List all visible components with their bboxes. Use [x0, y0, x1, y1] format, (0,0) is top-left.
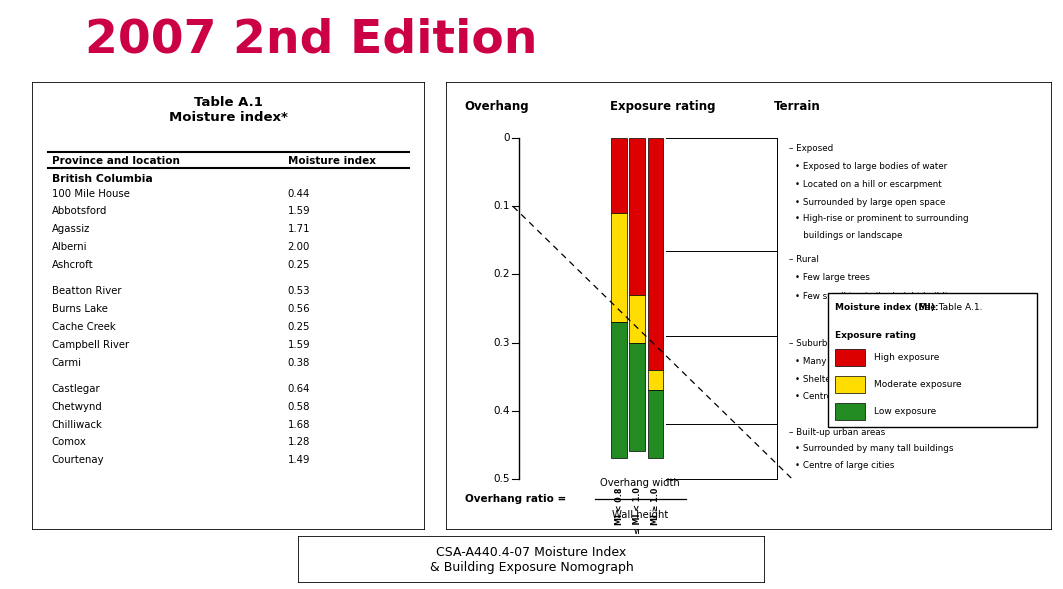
Bar	[647, 390, 663, 458]
Text: 1.59: 1.59	[288, 340, 310, 350]
Text: • Exposed to large bodies of water: • Exposed to large bodies of water	[795, 163, 947, 171]
Bar	[647, 138, 663, 370]
Text: Moderate exposure: Moderate exposure	[874, 380, 961, 389]
Text: MI ≥ 1.0: MI ≥ 1.0	[651, 488, 660, 525]
Text: Beatton River: Beatton River	[52, 286, 121, 296]
Text: • Centre of towns: • Centre of towns	[795, 392, 872, 402]
Text: MI < 0.8: MI < 0.8	[614, 488, 624, 525]
Text: buildings or landscape: buildings or landscape	[795, 231, 902, 240]
Text: 1.49: 1.49	[288, 455, 310, 465]
Text: 0.4: 0.4	[493, 406, 510, 416]
Text: Overhang width: Overhang width	[601, 478, 680, 488]
Text: • Few large trees: • Few large trees	[795, 273, 870, 282]
Text: 100 Mile House: 100 Mile House	[52, 188, 130, 198]
Text: Low exposure: Low exposure	[874, 407, 935, 416]
Text: 0: 0	[504, 134, 510, 143]
Bar	[647, 370, 663, 390]
Text: 1.71: 1.71	[288, 224, 310, 234]
Bar	[836, 349, 864, 366]
Text: Carmi: Carmi	[52, 358, 82, 368]
Text: CSA-A440.4-07 Moisture Index
& Building Exposure Nomograph: CSA-A440.4-07 Moisture Index & Building …	[429, 545, 634, 574]
Text: Moisture index (MI):: Moisture index (MI):	[836, 303, 939, 312]
Text: 2.00: 2.00	[288, 242, 310, 252]
Text: • Located on a hill or escarpment: • Located on a hill or escarpment	[795, 180, 942, 189]
Text: Courtenay: Courtenay	[52, 455, 104, 465]
Text: 0.38: 0.38	[288, 358, 310, 368]
Text: See Table A.1.: See Table A.1.	[916, 303, 982, 312]
Text: High exposure: High exposure	[874, 353, 939, 362]
Text: 0.44: 0.44	[288, 188, 310, 198]
Text: • Sheltered by mature trees: • Sheltered by mature trees	[795, 375, 917, 384]
Text: Campbell River: Campbell River	[52, 340, 129, 350]
Bar	[629, 343, 645, 451]
Text: Exposure rating: Exposure rating	[836, 331, 916, 340]
Text: 0.3: 0.3	[493, 337, 510, 348]
Text: • High-rise or prominent to surrounding: • High-rise or prominent to surrounding	[795, 214, 968, 223]
Text: Table A.1
Moisture index*: Table A.1 Moisture index*	[169, 96, 288, 124]
Text: – Built-up urban areas: – Built-up urban areas	[789, 428, 885, 437]
Bar	[611, 213, 627, 322]
Text: • Many similar height buildings: • Many similar height buildings	[795, 357, 932, 366]
Text: Chetwynd: Chetwynd	[52, 402, 102, 412]
Text: 0.53: 0.53	[288, 286, 310, 296]
Text: 1.59: 1.59	[288, 207, 310, 216]
Bar	[629, 138, 645, 295]
Text: 2007 2nd Edition: 2007 2nd Edition	[85, 18, 538, 62]
Text: 0.56: 0.56	[288, 304, 310, 314]
Bar	[629, 295, 645, 343]
Text: • Centre of large cities: • Centre of large cities	[795, 461, 894, 469]
Text: Alberni: Alberni	[52, 242, 87, 252]
Bar	[836, 376, 864, 393]
Text: 0.25: 0.25	[288, 322, 310, 332]
Text: 0.64: 0.64	[288, 383, 310, 393]
Text: British Columbia: British Columbia	[52, 174, 152, 184]
Text: Province and location: Province and location	[52, 156, 180, 166]
Text: Exposure rating: Exposure rating	[610, 100, 715, 113]
Text: Moisture index: Moisture index	[288, 156, 375, 166]
Text: Castlegar: Castlegar	[52, 383, 100, 393]
Text: 0.25: 0.25	[288, 260, 310, 270]
Text: Overhang ratio =: Overhang ratio =	[465, 494, 566, 504]
Text: 1.68: 1.68	[288, 419, 310, 429]
Text: Overhang: Overhang	[465, 100, 529, 113]
Bar	[836, 403, 864, 420]
Bar	[611, 322, 627, 458]
Text: Chilliwack: Chilliwack	[52, 419, 102, 429]
Text: • Surrounded by many tall buildings: • Surrounded by many tall buildings	[795, 444, 954, 453]
Text: – Exposed: – Exposed	[789, 144, 833, 153]
Text: – Suburban: – Suburban	[789, 339, 838, 349]
Text: Abbotsford: Abbotsford	[52, 207, 107, 216]
Text: • Surrounded by large open space: • Surrounded by large open space	[795, 198, 945, 207]
Text: Terrain: Terrain	[774, 100, 821, 113]
Text: • Few small to similar height buildings: • Few small to similar height buildings	[795, 292, 963, 301]
Text: 0.2: 0.2	[493, 270, 510, 280]
Text: Cache Creek: Cache Creek	[52, 322, 115, 332]
Text: Ashcroft: Ashcroft	[52, 260, 94, 270]
Text: – Rural: – Rural	[789, 255, 819, 264]
Bar	[828, 293, 1037, 427]
Text: 0.58: 0.58	[288, 402, 310, 412]
Text: 0.8 ≤ MI < 1.0: 0.8 ≤ MI < 1.0	[632, 488, 642, 551]
Text: 0.1: 0.1	[493, 201, 510, 211]
Text: Burns Lake: Burns Lake	[52, 304, 107, 314]
Text: Agassiz: Agassiz	[52, 224, 90, 234]
Text: Wall height: Wall height	[612, 510, 669, 520]
Bar	[611, 138, 627, 213]
Text: Comox: Comox	[52, 438, 86, 448]
Text: 0.5: 0.5	[493, 474, 510, 484]
Text: 1.28: 1.28	[288, 438, 310, 448]
